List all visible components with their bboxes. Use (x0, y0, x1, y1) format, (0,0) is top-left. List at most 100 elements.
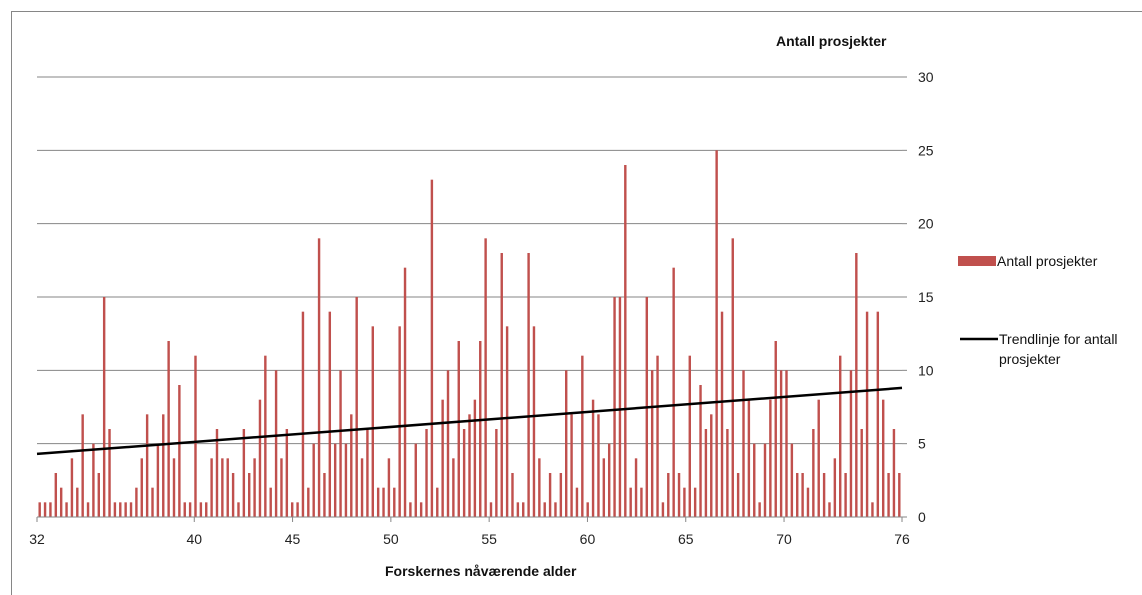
bar (323, 473, 326, 517)
bar (312, 443, 315, 517)
bar (344, 443, 348, 517)
bar (527, 253, 530, 517)
bar (634, 458, 638, 517)
bar (597, 414, 600, 517)
gridlines (37, 76, 902, 445)
bar (892, 429, 896, 517)
bar (871, 502, 874, 517)
bar (650, 370, 654, 517)
bar (86, 502, 90, 517)
bar (81, 414, 84, 517)
bar (296, 502, 299, 517)
bar (215, 429, 219, 517)
bar (785, 370, 788, 517)
bar (328, 311, 332, 517)
x-tick-label: 45 (285, 531, 301, 547)
bar (699, 385, 702, 517)
bar (844, 473, 847, 517)
bar (156, 443, 160, 517)
bar (532, 326, 536, 517)
bar (817, 399, 820, 517)
bar (881, 399, 885, 517)
bar (865, 311, 869, 517)
bar (683, 487, 686, 517)
bar (290, 502, 294, 517)
x-tick-label: 55 (481, 531, 497, 547)
bar (538, 458, 541, 517)
legend-swatch-bars (958, 256, 996, 266)
bar (516, 502, 520, 517)
bar (629, 487, 632, 517)
x-tick-label: 60 (580, 531, 596, 547)
bar (898, 473, 901, 517)
y-axis-ticks: 0 5 10 15 20 25 30 (902, 69, 934, 525)
bar (672, 267, 675, 517)
bar (92, 443, 95, 517)
bar (108, 429, 111, 517)
bar (398, 326, 401, 517)
x-axis-title: Forskernes nåværende alder (385, 563, 577, 579)
y-tick-label: 10 (918, 362, 934, 378)
bar (591, 399, 595, 517)
bar (65, 502, 68, 517)
bar (167, 341, 170, 517)
bar (205, 502, 208, 517)
bar (221, 458, 224, 517)
bar (640, 487, 643, 517)
bar (183, 502, 186, 517)
bar (285, 429, 289, 517)
bar (102, 297, 106, 517)
bar (479, 341, 482, 517)
bar (274, 370, 278, 517)
bar (715, 150, 718, 517)
bar (54, 473, 58, 517)
bar (726, 429, 729, 517)
bar (301, 311, 305, 517)
bar (763, 443, 767, 517)
bar (753, 443, 756, 517)
bar (876, 311, 880, 517)
bar (828, 502, 831, 517)
bar (575, 487, 579, 517)
bar (140, 458, 143, 517)
bar-series (38, 150, 901, 518)
bar (43, 502, 47, 517)
legend-label-trend-line: Trendlinje for antall (999, 331, 1118, 347)
bar (59, 487, 63, 517)
bar (554, 502, 557, 517)
bar (484, 238, 487, 517)
bar (489, 502, 493, 517)
bar (129, 502, 133, 517)
bar (602, 458, 606, 517)
bar (188, 502, 192, 517)
bar (505, 326, 509, 517)
bar (613, 297, 616, 517)
bar (436, 487, 439, 517)
bar (500, 253, 503, 517)
bar (113, 502, 117, 517)
bar (414, 443, 417, 517)
bar (559, 473, 563, 517)
bar (688, 355, 691, 517)
bar (624, 165, 627, 517)
bar (543, 502, 546, 517)
y-tick-label: 15 (918, 289, 934, 305)
bar (49, 502, 52, 517)
bar (661, 502, 665, 517)
bar (790, 443, 794, 517)
bar (887, 473, 890, 517)
bar (511, 473, 514, 517)
bar (742, 370, 745, 517)
bar (382, 487, 385, 517)
bar (371, 326, 374, 517)
bar (339, 370, 342, 517)
bar (677, 473, 681, 517)
bar (376, 487, 380, 517)
bar (119, 502, 122, 517)
bar (747, 399, 751, 517)
bar (419, 502, 423, 517)
bar (855, 253, 858, 517)
bar (495, 429, 498, 517)
bar (570, 414, 573, 517)
